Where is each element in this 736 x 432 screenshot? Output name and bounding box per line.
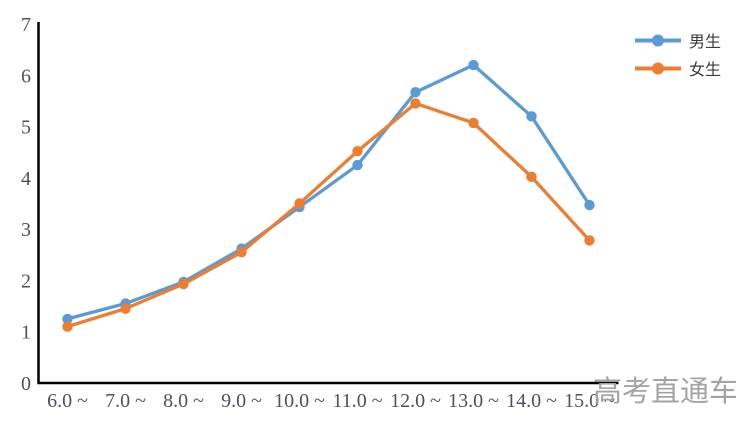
data-point-marker — [62, 313, 73, 325]
y-tick-label: 2 — [21, 270, 31, 292]
legend-label-girls: 女生 — [689, 62, 722, 79]
legend-line-marker-icon — [635, 62, 681, 74]
data-point-marker — [410, 98, 421, 109]
x-tick-label: 14.0 ~ — [506, 390, 557, 412]
data-point-marker — [120, 303, 131, 314]
data-point-marker — [526, 111, 537, 122]
y-tick-label: 6 — [21, 65, 31, 87]
legend-item-girls: 女生 — [634, 56, 721, 80]
series-line-boys — [65, 63, 592, 321]
data-point-marker — [584, 235, 595, 246]
x-tick-label: 7.0 ~ — [105, 390, 146, 412]
legend-item-boys: 男生 — [634, 28, 721, 52]
watermark: 高考直通车 — [593, 376, 736, 408]
legend-label-boys: 男生 — [689, 34, 722, 51]
data-point-marker — [352, 159, 363, 171]
x-tick-label: 11.0 ~ — [332, 390, 382, 412]
y-tick-label: 5 — [21, 117, 31, 139]
y-tick-label: 0 — [21, 373, 31, 395]
data-point-marker — [410, 87, 421, 98]
data-point-marker — [584, 199, 595, 211]
y-tick-label: 1 — [21, 322, 31, 344]
y-tick-label: 4 — [21, 168, 31, 190]
data-point-marker — [236, 247, 247, 258]
data-point-marker — [178, 278, 189, 290]
x-tick-label: 8.0 ~ — [163, 390, 204, 412]
x-tick-label: 12.0 ~ — [390, 390, 441, 412]
axis-lines — [37, 22, 619, 385]
data-point-marker — [526, 171, 537, 183]
y-tick-label: 3 — [21, 219, 31, 241]
data-point-marker — [352, 145, 363, 157]
series-line-girls — [65, 101, 592, 329]
x-tick-label: 13.0 ~ — [448, 390, 499, 412]
x-tick-label: 10.0 ~ — [274, 390, 325, 412]
data-point-marker — [294, 198, 305, 209]
data-point-marker — [62, 321, 73, 332]
y-tick-label: 7 — [21, 14, 31, 36]
legend: 男生 女生 — [634, 28, 721, 80]
x-tick-label: 15.0 ~ — [564, 390, 615, 412]
data-point-marker — [468, 59, 479, 71]
x-tick-label: 9.0 ~ — [221, 390, 262, 412]
data-point-marker — [468, 117, 479, 129]
legend-line-marker-icon — [635, 34, 681, 46]
x-tick-label: 6.0 ~ — [47, 390, 88, 412]
